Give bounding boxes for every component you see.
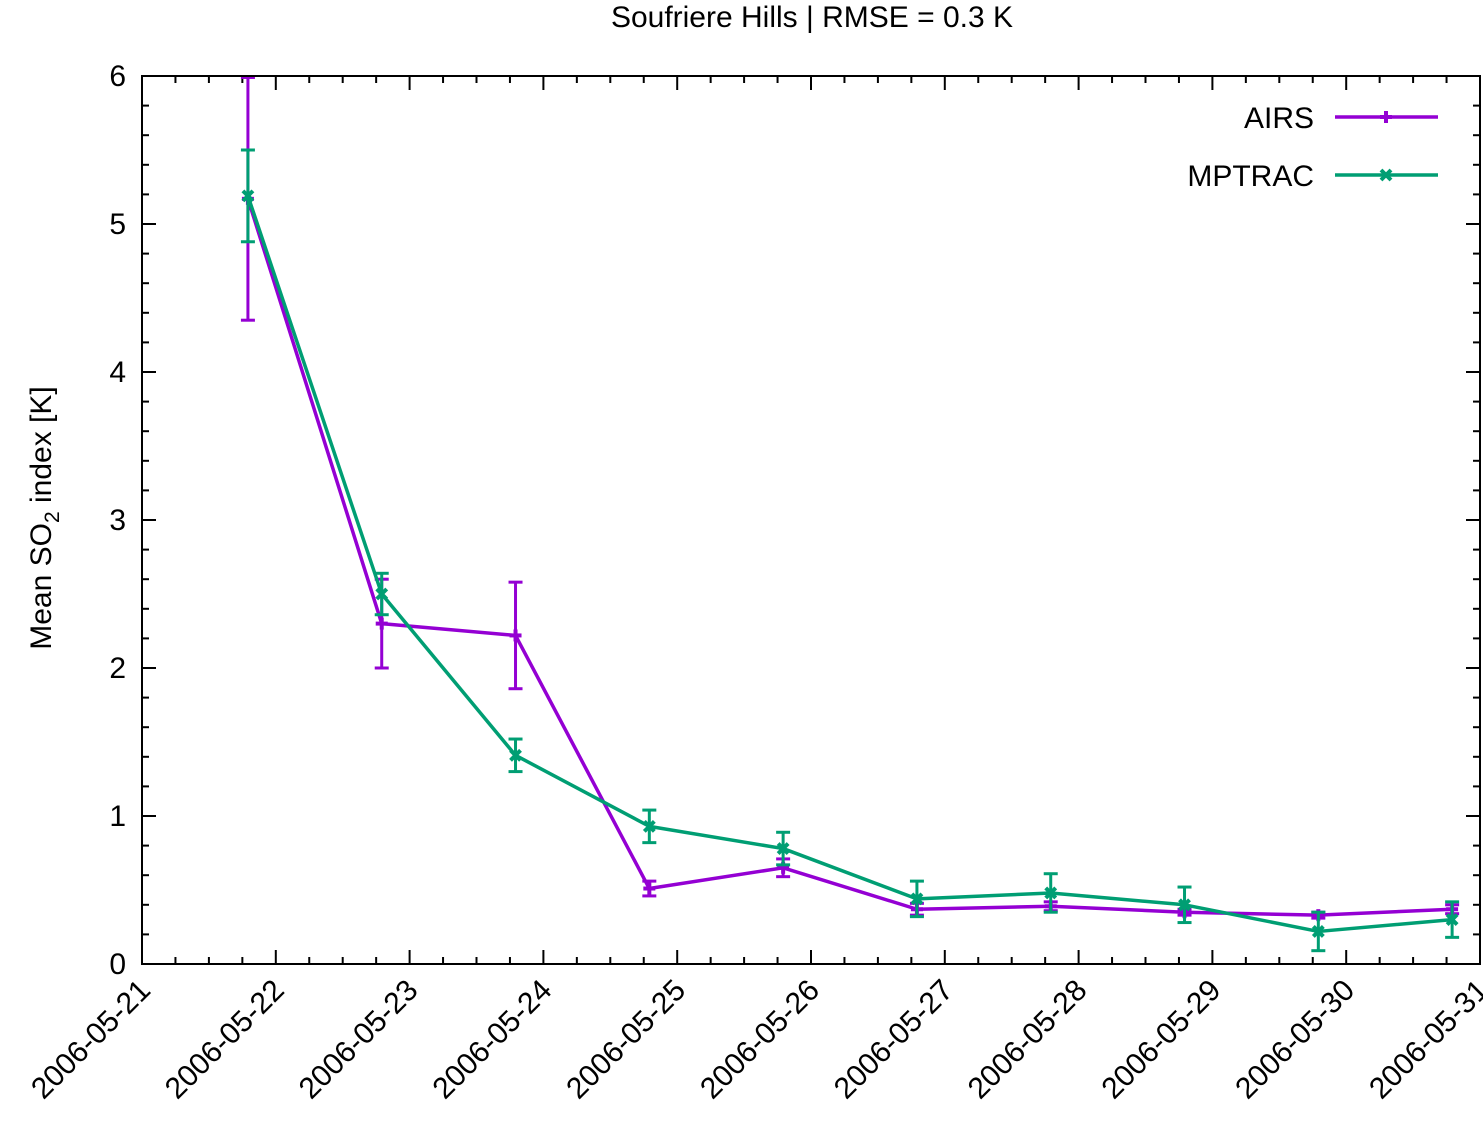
y-axis-label-unit: index [K] [25, 386, 58, 511]
y-tick-label: 1 [109, 800, 126, 833]
data-point [1311, 925, 1325, 938]
series-mptrac [240, 148, 1460, 953]
plot-area [240, 75, 1460, 953]
legend-marker [1379, 168, 1393, 182]
y-tick-label: 6 [109, 60, 126, 93]
x-tick-label: 2006-05-21 [25, 974, 157, 1106]
chart-title: Soufriere Hills | RMSE = 0.3 K [611, 1, 1013, 34]
y-axis-label: Mean SO2 index [K] [25, 386, 64, 650]
data-point [241, 189, 255, 203]
x-tick-label: 2006-05-28 [962, 974, 1094, 1106]
plot-frame [141, 75, 1481, 965]
data-point [1445, 913, 1459, 927]
data-point [910, 892, 924, 906]
data-point [642, 819, 656, 833]
x-tick-label: 2006-05-25 [560, 974, 692, 1106]
y-tick-label: 3 [109, 504, 126, 537]
y-tick-label: 2 [109, 652, 126, 685]
y-tick-label: 0 [109, 948, 126, 981]
data-point [1044, 886, 1058, 900]
legend: AIRS MPTRAC [1187, 102, 1438, 193]
y-axis-label-main: Mean SO [25, 523, 58, 650]
data-point [375, 587, 389, 601]
legend-label: MPTRAC [1187, 160, 1314, 193]
data-point [509, 748, 522, 762]
x-tick-label: 2006-05-26 [694, 974, 826, 1106]
series-line [246, 195, 1453, 934]
x-tick-label: 2006-05-27 [828, 974, 960, 1106]
x-tick-label: 2006-05-23 [293, 974, 425, 1106]
x-tick-label: 2006-05-24 [426, 974, 558, 1106]
y-tick-label: 5 [109, 208, 126, 241]
x-tick-label: 2006-05-31 [1363, 974, 1483, 1106]
x-tick-label: 2006-05-29 [1095, 974, 1227, 1106]
y-axis-label-subscript: 2 [41, 511, 64, 523]
x-tick-label: 2006-05-30 [1229, 974, 1361, 1106]
y-tick-label: 4 [109, 356, 126, 389]
series-line [246, 198, 1453, 917]
x-tick-label: 2006-05-22 [159, 974, 291, 1106]
data-point [1178, 898, 1191, 912]
legend-label: AIRS [1244, 102, 1314, 135]
series-airs [240, 75, 1460, 922]
data-point [776, 842, 790, 855]
